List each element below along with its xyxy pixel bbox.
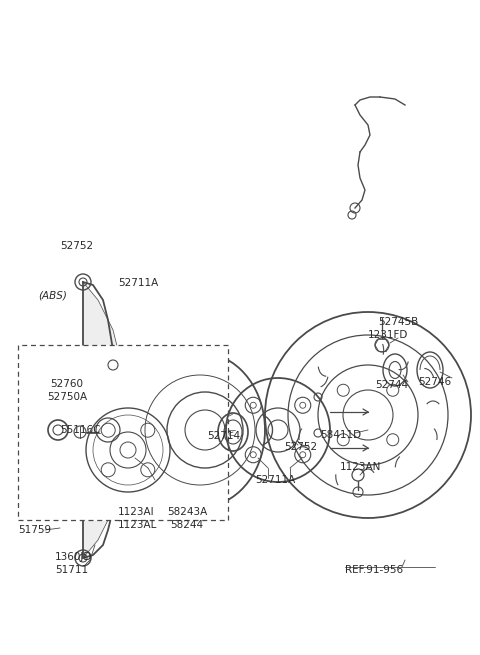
Text: 52714: 52714 [207, 431, 240, 441]
Text: 52752: 52752 [60, 241, 93, 251]
Text: 55116C: 55116C [60, 425, 100, 435]
Polygon shape [83, 282, 128, 558]
Text: REF.91-956: REF.91-956 [345, 565, 403, 575]
Text: 52711A: 52711A [255, 475, 295, 485]
FancyBboxPatch shape [18, 345, 228, 520]
Text: 51711: 51711 [55, 565, 88, 575]
Text: 52760: 52760 [50, 379, 83, 389]
Text: 58244: 58244 [170, 520, 203, 530]
Text: 1360JD: 1360JD [55, 552, 92, 562]
Text: (ABS): (ABS) [38, 290, 67, 300]
Text: 1123AI: 1123AI [118, 507, 155, 517]
Text: 58411D: 58411D [320, 430, 361, 440]
Text: 52711A: 52711A [118, 278, 158, 288]
Text: 52745B: 52745B [378, 317, 418, 327]
Text: 1231FD: 1231FD [368, 330, 408, 340]
Text: 52750A: 52750A [47, 392, 87, 402]
Text: 52746: 52746 [418, 377, 451, 387]
Text: 1123AN: 1123AN [340, 462, 382, 472]
Text: 52752: 52752 [284, 442, 317, 452]
Text: 58243A: 58243A [167, 507, 207, 517]
Text: 52744: 52744 [375, 380, 408, 390]
Text: 51759: 51759 [18, 525, 51, 535]
Text: 1123AL: 1123AL [118, 520, 157, 530]
